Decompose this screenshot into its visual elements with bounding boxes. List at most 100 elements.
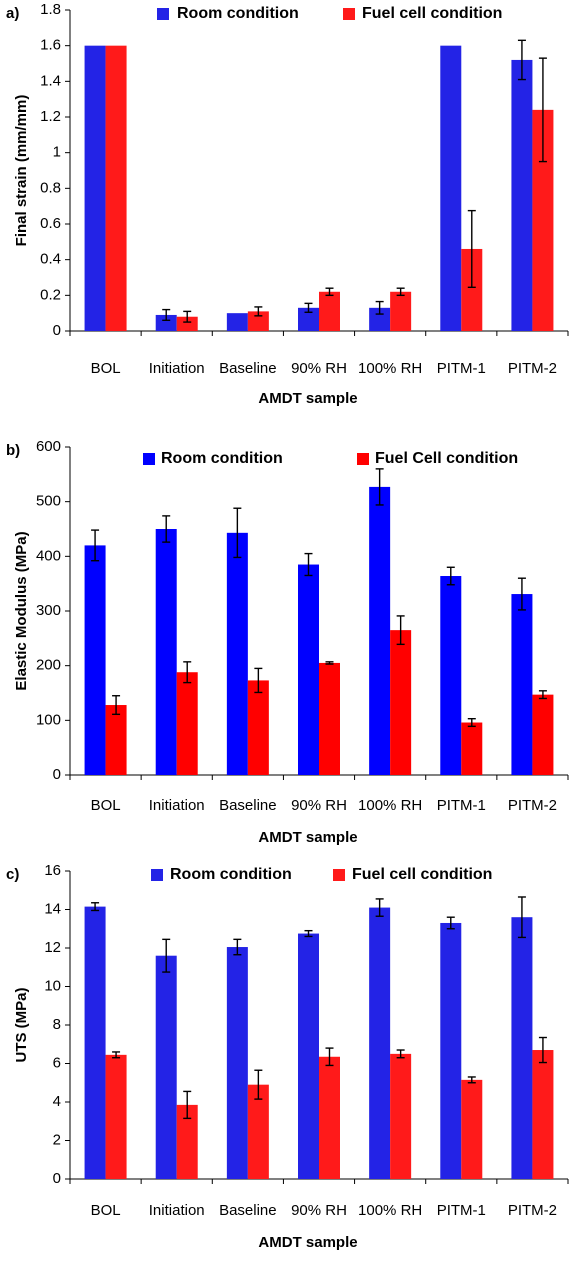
bar-fuel-cell <box>247 311 269 331</box>
bar-room <box>84 906 106 1179</box>
bar-room <box>440 576 462 775</box>
y-tick-label: 1 <box>53 144 61 161</box>
error-bar <box>112 1051 121 1059</box>
legend-swatch <box>151 869 163 881</box>
error-bar <box>233 938 242 956</box>
x-tick-label: 90% RH <box>291 797 347 814</box>
bar-room <box>155 955 177 1179</box>
bar-room <box>155 529 177 775</box>
legend-entry: Fuel cell condition <box>343 5 502 22</box>
error-bar <box>254 667 263 694</box>
x-tick-label: PITM-2 <box>508 797 557 814</box>
error-bar <box>446 566 455 586</box>
error-bar <box>304 552 313 577</box>
bar-fuel-cell <box>390 630 412 775</box>
error-bar <box>162 938 171 973</box>
error-bar <box>396 287 405 297</box>
y-axis-title: Final strain (mm/mm) <box>13 95 30 247</box>
y-tick-label: 600 <box>36 438 61 455</box>
error-bar <box>325 661 334 665</box>
bar-fuel-cell <box>105 1054 127 1179</box>
error-bar <box>517 39 526 81</box>
legend-label: Room condition <box>161 450 283 467</box>
error-bar <box>396 1049 405 1059</box>
error-bar <box>162 308 171 321</box>
bar-room <box>298 307 319 331</box>
y-tick-label: 0.2 <box>40 286 61 303</box>
x-tick-label: Initiation <box>149 1202 205 1219</box>
bar-room <box>511 917 533 1179</box>
y-tick-label: 6 <box>53 1054 61 1071</box>
bar-fuel-cell <box>319 291 340 331</box>
y-tick-label: 0.4 <box>40 251 61 268</box>
error-bar <box>304 929 313 938</box>
x-tick-label: Baseline <box>219 360 277 377</box>
error-bar <box>538 1036 547 1064</box>
y-axis-title: UTS (MPa) <box>13 987 30 1062</box>
x-tick-label: BOL <box>91 1202 121 1219</box>
y-tick-label: 14 <box>44 900 61 917</box>
x-tick-label: PITM-1 <box>437 1202 486 1219</box>
chart-panel-2: b) 0 100 200 300 400 500 600 BOL Initiation Baseli… <box>6 438 569 846</box>
error-bar <box>91 529 100 562</box>
y-tick-label: 0.8 <box>40 179 61 196</box>
y-tick-label: 0 <box>53 1170 61 1187</box>
error-bar <box>304 302 313 313</box>
error-bar <box>467 717 476 728</box>
legend-entry: Room condition <box>151 866 292 883</box>
error-bar <box>254 306 263 317</box>
x-tick-label: PITM-1 <box>437 797 486 814</box>
error-bar <box>183 1090 192 1120</box>
legend-entry: Room condition <box>143 450 283 467</box>
bar-fuel-cell <box>176 672 198 775</box>
x-tick-label: 100% RH <box>358 797 422 814</box>
error-bar <box>538 57 547 163</box>
y-tick-label: 12 <box>44 939 61 956</box>
x-tick-label: 100% RH <box>358 1202 422 1219</box>
bar-room <box>155 314 177 331</box>
legend-label: Room condition <box>177 5 299 22</box>
error-bar <box>233 507 242 559</box>
legend-entry: Fuel cell condition <box>333 866 492 883</box>
legend-swatch <box>343 8 355 20</box>
bar-room <box>369 307 391 331</box>
error-bar <box>517 896 526 939</box>
legend-label: Fuel cell condition <box>362 5 502 22</box>
x-tick-label: 100% RH <box>358 360 422 377</box>
bar-fuel-cell <box>176 1104 198 1179</box>
bar-room <box>440 45 462 332</box>
bar-fuel-cell <box>176 316 198 331</box>
y-tick-label: 1.2 <box>40 108 61 125</box>
y-tick-label: 500 <box>36 493 61 510</box>
legend-swatch <box>143 453 155 465</box>
error-bar <box>396 615 405 646</box>
legend-label: Fuel cell condition <box>352 866 492 883</box>
y-tick-label: 8 <box>53 1016 61 1033</box>
x-tick-label: BOL <box>91 360 121 377</box>
y-tick-label: 1.8 <box>40 1 61 18</box>
x-tick-label: Baseline <box>219 797 277 814</box>
y-tick-label: 2 <box>53 1131 61 1148</box>
panel-label: b) <box>6 442 20 459</box>
x-axis-title: AMDT sample <box>258 829 357 846</box>
error-bar <box>375 898 384 917</box>
bar-room <box>511 59 533 331</box>
error-bar <box>517 577 526 611</box>
bar-fuel-cell <box>461 248 483 331</box>
legend-swatch <box>157 8 169 20</box>
bar-fuel-cell <box>390 291 412 331</box>
panel-label: c) <box>6 866 19 883</box>
bar-room <box>226 313 248 331</box>
legend-label: Fuel Cell condition <box>375 450 518 467</box>
legend-swatch <box>357 453 369 465</box>
bar-room <box>440 922 462 1179</box>
legend-entry: Room condition <box>157 5 299 22</box>
bar-fuel-cell <box>247 1084 269 1179</box>
error-bar <box>446 916 455 930</box>
bar-fuel-cell <box>247 680 269 775</box>
bar-room <box>226 532 248 775</box>
error-bar <box>254 1069 263 1100</box>
error-bar <box>538 690 547 700</box>
bar-fuel-cell <box>532 1050 554 1179</box>
